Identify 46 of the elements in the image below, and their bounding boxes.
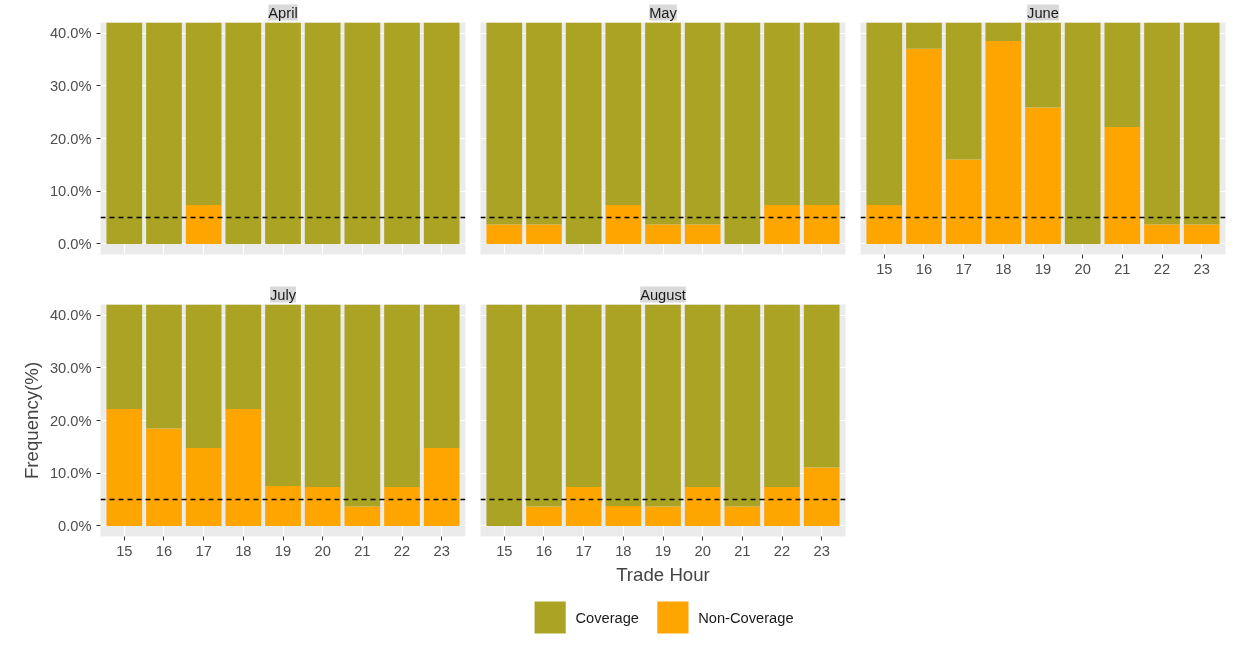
x-tick-label: 23 [433,542,450,559]
x-tick-label: 20 [1074,260,1091,277]
x-tick-label: 18 [615,542,632,559]
x-tick-label: 22 [1153,260,1171,277]
x-tick-label: 16 [535,542,553,559]
x-tick-label: 15 [496,542,513,559]
x-tick-label: 16 [915,260,933,277]
x-tick-label: 21 [354,542,371,559]
y-tick-label: 10.0% [49,183,92,200]
x-tick-label: 18 [235,542,252,559]
y-tick-label: 20.0% [49,130,92,147]
x-tick-label: 23 [813,542,830,559]
y-tick-label: 0.0% [58,517,92,534]
y-tick-label: 30.0% [49,359,92,376]
x-tick-label: 16 [155,542,173,559]
x-tick-label: 22 [393,542,411,559]
x-tick-label: 21 [734,542,751,559]
x-tick-label: 19 [1034,260,1052,277]
chart-title: June [1027,4,1059,21]
x-tick-label: 17 [575,542,592,559]
x-tick-label: 15 [876,260,893,277]
y-tick-label: 40.0% [49,25,92,42]
chart-title: April [268,4,298,21]
y-tick-label: 0.0% [58,235,92,252]
x-tick-label: 17 [195,542,212,559]
chart-title: July [269,286,297,303]
x-tick-label: 20 [694,542,711,559]
x-tick-label: 17 [955,260,972,277]
x-tick-label: 18 [995,260,1012,277]
x-tick-label: 20 [314,542,331,559]
y-tick-label: 30.0% [49,77,92,94]
y-tick-label: 40.0% [49,307,92,324]
x-tick-label: 15 [116,542,133,559]
legend-label: Coverage [575,609,640,626]
y-axis-title: Frequency(%) [20,361,42,480]
y-tick-label: 10.0% [49,465,92,482]
x-tick-label: 21 [1114,260,1131,277]
chart-title: August [640,286,686,303]
chart-title: May [649,4,678,21]
legend-label: Non-Coverage [698,609,794,626]
x-axis-title: Trade Hour [616,563,710,585]
x-tick-label: 23 [1193,260,1210,277]
x-tick-label: 19 [654,542,672,559]
x-tick-label: 22 [773,542,791,559]
x-tick-label: 19 [274,542,292,559]
y-tick-label: 20.0% [49,412,92,429]
